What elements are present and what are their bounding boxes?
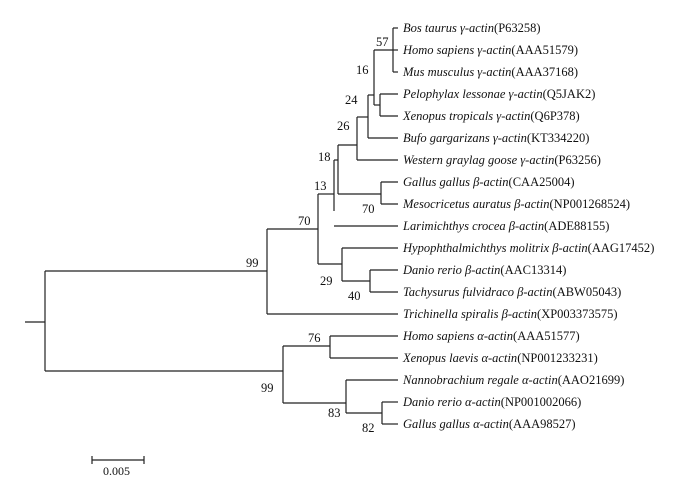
bootstrap-value: 16 bbox=[356, 63, 369, 77]
bootstrap-values: 57 16 24 26 18 13 70 70 99 29 40 76 99 8… bbox=[246, 35, 389, 435]
taxon-label: Gallus gallus β-actin(CAA25004) bbox=[403, 175, 575, 189]
taxon-label: Xenopus laevis α-actin(NP001233231) bbox=[402, 351, 598, 365]
bootstrap-value: 29 bbox=[320, 274, 333, 288]
taxon-label: Bos taurus γ-actin(P63258) bbox=[403, 21, 541, 35]
taxon-labels: Bos taurus γ-actin(P63258) Homo sapiens … bbox=[402, 21, 654, 431]
bootstrap-value: 57 bbox=[376, 35, 389, 49]
bootstrap-value: 70 bbox=[298, 214, 311, 228]
taxon-label: Pelophylax lessonae γ-actin(Q5JAK2) bbox=[402, 87, 595, 101]
taxon-label: Nannobrachium regale α-actin(AAO21699) bbox=[402, 373, 624, 387]
taxon-label: Gallus gallus α-actin(AAA98527) bbox=[403, 417, 576, 431]
bootstrap-value: 99 bbox=[261, 381, 274, 395]
bootstrap-value: 26 bbox=[337, 119, 350, 133]
taxon-label: Hypophthalmichthys molitrix β-actin(AAG1… bbox=[402, 241, 654, 255]
taxon-label: Mesocricetus auratus β-actin(NP001268524… bbox=[402, 197, 630, 211]
taxon-label: Larimichthys crocea β-actin(ADE88155) bbox=[402, 219, 609, 233]
scale-bar-label: 0.005 bbox=[103, 464, 130, 478]
taxon-label: Trichinella spiralis β-actin(XP003373575… bbox=[403, 307, 618, 321]
bootstrap-value: 18 bbox=[318, 150, 331, 164]
bootstrap-value: 82 bbox=[362, 421, 375, 435]
taxon-label: Xenopus tropicals γ-actin(Q6P378) bbox=[402, 109, 580, 123]
bootstrap-value: 70 bbox=[362, 202, 375, 216]
bootstrap-value: 13 bbox=[314, 179, 327, 193]
taxon-label: Mus musculus γ-actin(AAA37168) bbox=[402, 65, 578, 79]
tree-branches bbox=[25, 27, 398, 425]
bootstrap-value: 99 bbox=[246, 256, 259, 270]
bootstrap-value: 24 bbox=[345, 93, 358, 107]
taxon-label: Bufo gargarizans γ-actin(KT334220) bbox=[403, 131, 589, 145]
taxon-label: Danio rerio β-actin(AAC13314) bbox=[402, 263, 566, 277]
bootstrap-value: 40 bbox=[348, 289, 361, 303]
bootstrap-value: 76 bbox=[308, 331, 321, 345]
taxon-label: Tachysurus fulvidraco β-actin(ABW05043) bbox=[403, 285, 621, 299]
bootstrap-value: 83 bbox=[328, 406, 341, 420]
scale-bar: 0.005 bbox=[91, 456, 145, 478]
taxon-label: Western graylag goose γ-actin(P63256) bbox=[403, 153, 601, 167]
taxon-label: Homo sapiens α-actin(AAA51577) bbox=[402, 329, 580, 343]
taxon-label: Homo sapiens γ-actin(AAA51579) bbox=[402, 43, 578, 57]
taxon-label: Danio rerio α-actin(NP001002066) bbox=[402, 395, 581, 409]
